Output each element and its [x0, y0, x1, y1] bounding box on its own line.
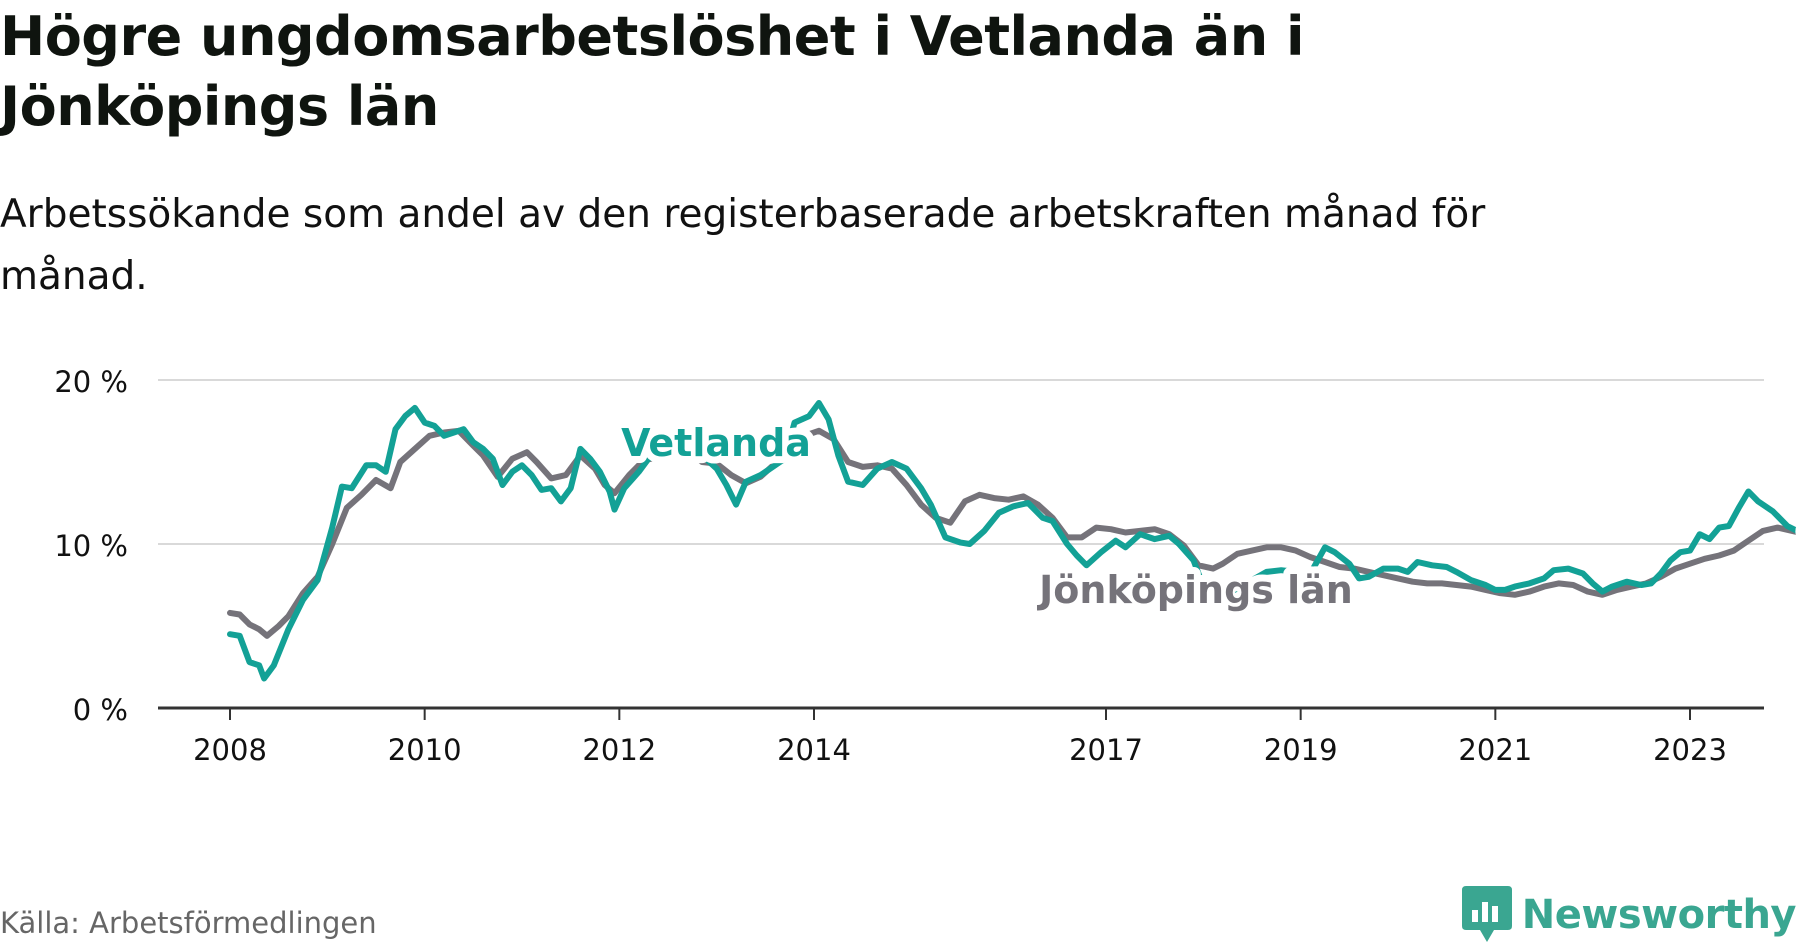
page-title: Högre ungdomsarbetslöshet i Vetlanda än … — [0, 5, 1305, 138]
x-tick-label: 2023 — [1653, 733, 1727, 767]
source-note: Källa: Arbetsförmedlingen — [0, 906, 377, 940]
brand-logo[interactable]: Newsworthy — [1461, 886, 1797, 944]
x-tick-label: 2012 — [582, 733, 656, 767]
line-chart: 0 % 10 % 20 % 2008 2010 2012 2014 2017 2019 2021 2… — [54, 365, 1800, 767]
series-label-vetlanda: Vetlanda — [621, 421, 811, 465]
series-line-jonkoping — [227, 427, 1800, 639]
series-label-jonkoping-halo: Jönköpings län — [1036, 568, 1353, 612]
series-layer — [227, 400, 1800, 682]
series-label-vetlanda-halo: Vetlanda — [621, 421, 811, 465]
y-tick-label: 20 % — [54, 365, 128, 399]
y-tick-label: 10 % — [54, 529, 128, 563]
x-tick-label: 2017 — [1069, 733, 1143, 767]
x-tick-label: 2014 — [777, 733, 851, 767]
series-label-jonkoping: Jönköpings län — [1036, 568, 1353, 612]
x-tick-label: 2019 — [1264, 733, 1338, 767]
brand-name: Newsworthy — [1521, 892, 1797, 938]
x-tick-label: 2010 — [388, 733, 462, 767]
x-tick-label: 2021 — [1458, 733, 1532, 767]
bar-chart-pin-icon — [1461, 886, 1512, 942]
axis-layer: 0 % 10 % 20 % 2008 2010 2012 2014 2017 2019 2021 2… — [54, 365, 1764, 767]
x-tick-label: 2008 — [193, 733, 267, 767]
page-subtitle: Arbetssökande som andel av den registerb… — [0, 192, 1486, 299]
series-line-vetlanda — [227, 400, 1800, 682]
y-tick-label: 0 % — [73, 693, 128, 727]
